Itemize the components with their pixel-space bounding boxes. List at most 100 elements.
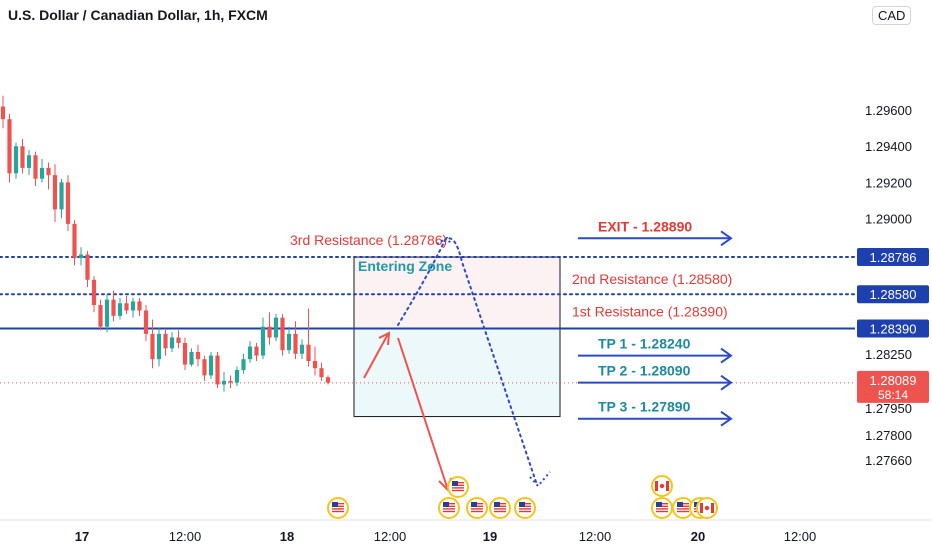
candle-body[interactable] [13, 146, 19, 174]
candle-body[interactable] [182, 342, 188, 365]
candle-body[interactable] [325, 377, 331, 383]
us-event-flag-icon[interactable] [327, 497, 349, 519]
us-event-flag-icon[interactable] [466, 497, 488, 519]
candle-body[interactable] [117, 303, 123, 316]
candle-body[interactable] [33, 155, 38, 179]
candle-body[interactable] [241, 359, 246, 371]
candle-body[interactable] [319, 368, 324, 378]
target-label: TP 2 - 1.28090 [598, 363, 691, 379]
price-axis: 1.29600 1.29400 1.29200 1.29000 1.28250 1.279… [855, 0, 932, 550]
candle-body[interactable] [46, 167, 51, 176]
price-tick-label: 1.28250 [865, 347, 912, 362]
price-level-tag[interactable] [857, 285, 929, 304]
candle-body[interactable] [234, 370, 240, 383]
time-tick-label: 18 [280, 529, 294, 544]
price-tick-label: 1.27800 [865, 428, 912, 443]
candles-layer [0, 95, 331, 392]
candle-body[interactable] [208, 355, 214, 376]
entering-zone-label: Entering Zone [358, 258, 452, 274]
candle-body[interactable] [130, 301, 136, 311]
candle-body[interactable] [299, 344, 305, 354]
projected-path [397, 237, 537, 483]
us-event-flag-icon[interactable] [447, 476, 469, 498]
price-tick-label: 1.27950 [865, 401, 912, 416]
time-tick-label: 12:00 [784, 529, 817, 544]
candle-body[interactable] [260, 326, 266, 356]
us-event-flag-icon[interactable] [672, 497, 694, 519]
resistance-label-3rd: 3rd Resistance (1.28786) [290, 232, 447, 248]
candle-body[interactable] [39, 167, 45, 179]
projected-path-peak [436, 236, 452, 245]
candle-body[interactable] [124, 303, 129, 311]
candle-body[interactable] [286, 333, 292, 351]
candle-body[interactable] [72, 223, 77, 259]
resistance-label-2nd: 2nd Resistance (1.28580) [572, 271, 732, 287]
target-label: EXIT - 1.28890 [598, 218, 692, 234]
candle-body[interactable] [91, 279, 97, 306]
entry-arrow-up [363, 333, 389, 379]
currency-badge[interactable]: CAD [872, 6, 912, 25]
canada-event-flag-icon[interactable] [651, 475, 673, 497]
time-tick-label: 12:00 [169, 529, 202, 544]
target-arrow-head [720, 347, 733, 364]
candle-body[interactable] [312, 360, 318, 369]
candle-body[interactable] [98, 305, 103, 327]
candle-body[interactable] [254, 346, 259, 356]
candle-body[interactable] [26, 155, 32, 168]
price-tick-label: 1.29600 [865, 103, 912, 118]
candle-body[interactable] [280, 317, 285, 351]
price-axis-bg [855, 0, 932, 550]
current-price-label: 1.28089 [870, 373, 917, 388]
candle-body[interactable] [273, 317, 279, 338]
candle-body[interactable] [247, 346, 253, 360]
current-price-tag[interactable] [857, 370, 929, 403]
candle-body[interactable] [65, 182, 71, 224]
candle-body[interactable] [228, 380, 233, 383]
candle-body[interactable] [20, 146, 25, 168]
us-event-flag-icon[interactable] [514, 497, 536, 519]
candle-body[interactable] [169, 337, 175, 349]
candle-body[interactable] [143, 310, 149, 334]
candle-body[interactable] [267, 326, 272, 338]
target-label: TP 1 - 1.28240 [598, 336, 691, 352]
candle-body[interactable] [195, 351, 201, 360]
candle-body[interactable] [306, 344, 311, 361]
candle-body[interactable] [111, 299, 116, 316]
price-level-tag[interactable] [857, 319, 929, 338]
chart-title: U.S. Dollar / Canadian Dollar, 1h, FXCM [8, 7, 268, 23]
time-tick-label: 12:00 [579, 529, 612, 544]
us-event-flag-icon[interactable] [438, 497, 460, 519]
candle-body[interactable] [293, 333, 298, 354]
us-event-flag-icon[interactable] [489, 497, 511, 519]
price-tick-label: 1.29400 [865, 139, 912, 154]
candle-body[interactable] [59, 182, 64, 210]
us-event-flag-icon[interactable] [651, 497, 673, 519]
price-level-tag[interactable] [857, 248, 929, 267]
candle-body[interactable] [52, 175, 58, 210]
price-tick-label: 1.29200 [865, 175, 912, 190]
candle-body[interactable] [78, 254, 84, 259]
candle-body[interactable] [189, 351, 194, 365]
time-tick-label: 19 [483, 529, 497, 544]
candle-body[interactable] [0, 106, 6, 120]
candle-body[interactable] [163, 333, 168, 349]
candle-body[interactable] [137, 301, 142, 311]
target-arrow-head [720, 410, 733, 427]
candle-body[interactable] [202, 359, 207, 376]
annotations-layer: 3rd Resistance (1.28786) 2nd Resistance (… [290, 218, 733, 492]
candle-body[interactable] [156, 333, 162, 360]
candle-body[interactable] [150, 333, 155, 360]
time-tick-label: 20 [691, 529, 705, 544]
candle-body[interactable] [215, 355, 220, 385]
resistance-label-1st: 1st Resistance (1.28390) [572, 304, 728, 320]
candle-body[interactable] [104, 299, 110, 327]
candle-body[interactable] [176, 337, 181, 343]
candle-body[interactable] [7, 119, 12, 174]
candle-body[interactable] [221, 380, 227, 385]
price-tick-label: 1.27660 [865, 453, 912, 468]
entry-arrow-down [397, 337, 448, 488]
candle-body[interactable] [85, 254, 90, 280]
canada-event-flag-icon[interactable] [696, 497, 718, 519]
